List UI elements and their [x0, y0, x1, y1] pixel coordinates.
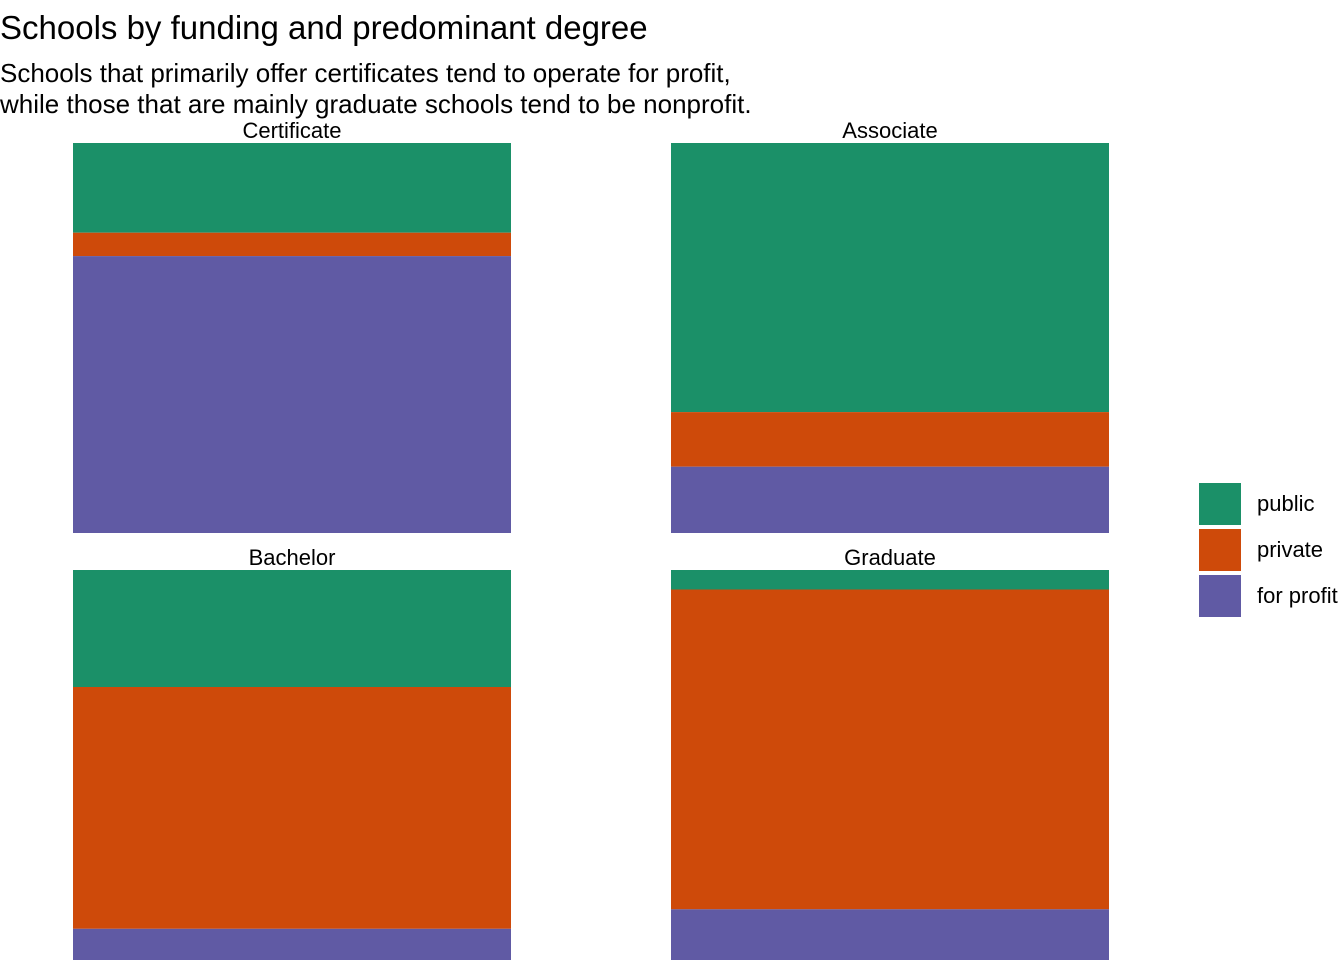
subtitle-line-2: while those that are mainly graduate sch… — [0, 89, 752, 119]
facet-label-bachelor: Bachelor — [249, 545, 336, 570]
legend-label-private: private — [1257, 537, 1324, 562]
bar-segment-graduate-private — [671, 589, 1109, 910]
legend-label-public: public — [1257, 491, 1315, 516]
bar-segment-bachelor-public — [73, 570, 511, 687]
facet-graduate: Graduate — [671, 545, 1109, 960]
facet-label-associate: Associate — [842, 118, 937, 143]
facet-certificate: Certificate — [73, 118, 511, 533]
bar-segment-graduate-public — [671, 570, 1109, 590]
facet-bachelor: Bachelor — [73, 545, 511, 960]
legend-swatch-public — [1199, 483, 1241, 525]
facet-label-graduate: Graduate — [844, 545, 936, 570]
bar-segment-certificate-public — [73, 143, 511, 233]
legend-label-for-profit: for profit — [1257, 583, 1338, 608]
subtitle-line-1: Schools that primarily offer certificate… — [0, 58, 731, 88]
bar-segment-graduate-for-profit — [671, 909, 1109, 960]
legend-swatch-private — [1199, 529, 1241, 571]
legend-swatch-for-profit — [1199, 575, 1241, 617]
bar-segment-associate-private — [671, 412, 1109, 467]
bar-segment-bachelor-private — [73, 687, 511, 929]
bar-segment-certificate-private — [73, 232, 511, 257]
bar-segment-bachelor-for-profit — [73, 928, 511, 960]
chart-subtitle: Schools that primarily offer certificate… — [0, 58, 752, 120]
legend-item-for-profit: for profit — [1199, 575, 1344, 617]
chart-title: Schools by funding and predominant degre… — [0, 9, 648, 46]
legend-item-public: public — [1199, 483, 1344, 525]
bar-segment-certificate-for-profit — [73, 256, 511, 533]
legend-item-private: private — [1199, 529, 1344, 571]
facet-label-certificate: Certificate — [242, 118, 341, 143]
facet-associate: Associate — [671, 118, 1109, 533]
bar-segment-associate-public — [671, 143, 1109, 413]
bar-segment-associate-for-profit — [671, 466, 1109, 533]
